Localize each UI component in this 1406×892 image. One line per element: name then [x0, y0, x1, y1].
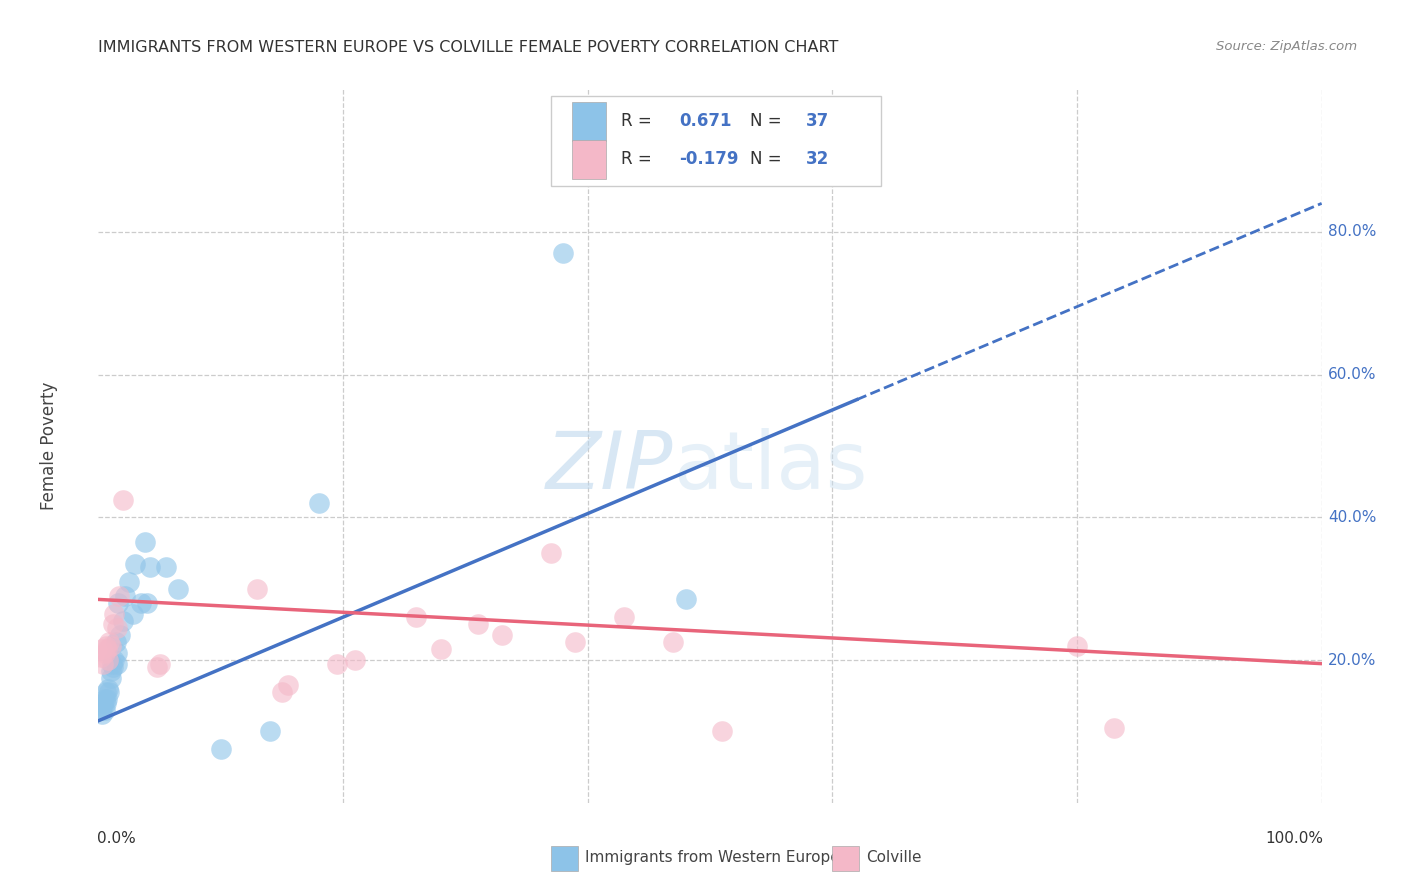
Point — [136, 596, 159, 610]
Point — [100, 664, 122, 678]
Text: N =: N = — [751, 112, 787, 130]
Text: 37: 37 — [806, 112, 828, 130]
Point — [103, 653, 125, 667]
Point — [121, 607, 143, 621]
Text: -0.179: -0.179 — [679, 150, 740, 168]
Point — [91, 699, 114, 714]
Point — [96, 692, 118, 706]
Point — [98, 685, 121, 699]
Point — [98, 635, 121, 649]
Text: 32: 32 — [806, 150, 828, 168]
Bar — [551, 846, 578, 871]
Point — [91, 642, 114, 657]
Point — [662, 635, 685, 649]
Text: 0.0%: 0.0% — [97, 831, 136, 847]
Text: Colville: Colville — [866, 850, 922, 865]
Point — [270, 685, 294, 699]
Text: atlas: atlas — [673, 428, 868, 507]
Point — [103, 607, 125, 621]
Point — [167, 582, 190, 596]
Point — [107, 596, 129, 610]
Point — [118, 574, 141, 589]
Point — [111, 614, 134, 628]
Point — [100, 671, 122, 685]
Point — [108, 589, 131, 603]
Point — [101, 660, 124, 674]
Point — [1102, 721, 1125, 735]
Point — [111, 492, 134, 507]
Point — [93, 692, 115, 706]
FancyBboxPatch shape — [551, 96, 882, 186]
Point — [114, 589, 136, 603]
Point — [97, 681, 120, 696]
Text: N =: N = — [751, 150, 787, 168]
Point — [94, 696, 117, 710]
Point — [344, 653, 367, 667]
Point — [124, 557, 146, 571]
Text: 80.0%: 80.0% — [1327, 225, 1376, 239]
Point — [613, 610, 636, 624]
Point — [97, 653, 120, 667]
Point — [675, 592, 697, 607]
Bar — [832, 846, 859, 871]
Text: Immigrants from Western Europe: Immigrants from Western Europe — [585, 850, 839, 865]
Point — [430, 642, 453, 657]
Point — [326, 657, 349, 671]
Point — [540, 546, 562, 560]
Text: 20.0%: 20.0% — [1327, 653, 1376, 667]
Point — [467, 617, 489, 632]
Text: 40.0%: 40.0% — [1327, 510, 1376, 524]
Text: Female Poverty: Female Poverty — [41, 382, 59, 510]
Text: 0.671: 0.671 — [679, 112, 733, 130]
Point — [149, 657, 172, 671]
Point — [91, 706, 114, 721]
Point — [711, 724, 734, 739]
Point — [93, 646, 115, 660]
Point — [405, 610, 427, 624]
Point — [104, 635, 127, 649]
Point — [564, 635, 586, 649]
Point — [101, 657, 124, 671]
Point — [105, 657, 128, 671]
Point — [259, 724, 281, 739]
Point — [91, 657, 114, 671]
Point — [491, 628, 513, 642]
Point — [93, 703, 115, 717]
Text: R =: R = — [620, 112, 657, 130]
Point — [1066, 639, 1088, 653]
Point — [139, 560, 162, 574]
Text: Source: ZipAtlas.com: Source: ZipAtlas.com — [1216, 40, 1357, 54]
Bar — [572, 102, 606, 141]
Text: 100.0%: 100.0% — [1265, 831, 1323, 847]
Point — [96, 642, 118, 657]
Point — [134, 535, 156, 549]
Point — [91, 696, 114, 710]
Point — [105, 646, 128, 660]
Point — [155, 560, 177, 574]
Text: ZIP: ZIP — [546, 428, 673, 507]
Point — [146, 660, 169, 674]
Point — [105, 621, 128, 635]
Point — [100, 639, 122, 653]
Point — [277, 678, 299, 692]
Point — [129, 596, 152, 610]
Point — [553, 246, 575, 260]
Bar — [572, 139, 606, 178]
Point — [90, 703, 112, 717]
Point — [209, 742, 232, 756]
Point — [101, 617, 124, 632]
Point — [308, 496, 330, 510]
Text: IMMIGRANTS FROM WESTERN EUROPE VS COLVILLE FEMALE POVERTY CORRELATION CHART: IMMIGRANTS FROM WESTERN EUROPE VS COLVIL… — [98, 40, 839, 55]
Text: R =: R = — [620, 150, 657, 168]
Text: 60.0%: 60.0% — [1327, 368, 1376, 382]
Point — [110, 628, 132, 642]
Point — [94, 685, 117, 699]
Point — [94, 639, 117, 653]
Point — [246, 582, 269, 596]
Point — [90, 649, 112, 664]
